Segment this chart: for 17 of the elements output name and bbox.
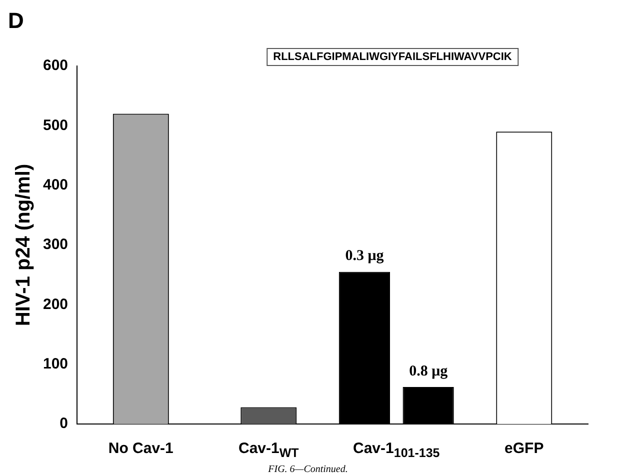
x-tick-label: eGFP — [504, 440, 544, 457]
series-label: 0.3 μg — [345, 248, 384, 264]
y-tick-label: 500 — [42, 116, 68, 134]
series-label: 0.8 μg — [409, 363, 448, 380]
text: RLLSALFGIPMALIWGIYFAILSFLHIWAVVPCIK — [273, 51, 512, 63]
chart-title: D — [8, 8, 24, 33]
y-axis-title: HIV-1 p24 (ng/ml) — [12, 164, 35, 326]
x-tick-label: Cav-1$_{WT}$ — [238, 440, 299, 460]
y-tick-label: 400 — [42, 176, 68, 194]
y-tick-label: 600 — [42, 57, 68, 74]
x-tick-label: Cav-1$_{101-135}$ — [353, 440, 440, 460]
y-tick-label: 200 — [42, 296, 68, 313]
y-tick-label: 100 — [42, 355, 68, 372]
y-tick-label: 300 — [42, 236, 68, 254]
x-tick-label: No Cav-1 — [108, 440, 174, 457]
caption: FIG. 6—Continued. — [268, 464, 348, 474]
y-tick-label: 0 — [60, 415, 68, 432]
